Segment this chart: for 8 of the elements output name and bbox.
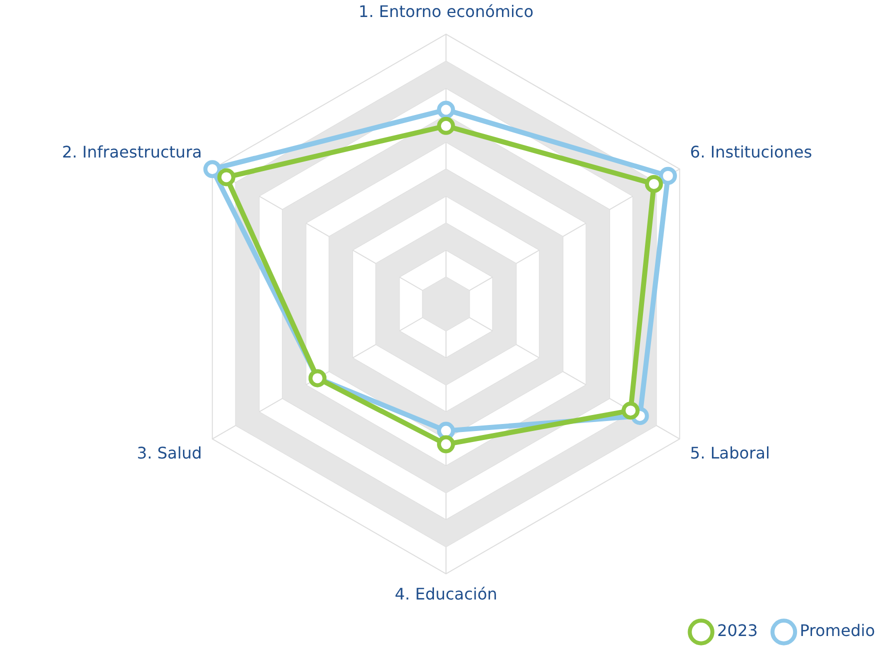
legend-label: 2023 [717, 621, 758, 640]
spoke-label: 5. Laboral [690, 444, 770, 463]
spoke-label: 1. Entorno económico [358, 2, 534, 21]
spoke-label: 3. Salud [136, 444, 202, 463]
spoke-label: 6. Instituciones [690, 142, 812, 162]
spoke-label: 4. Educación [394, 584, 498, 604]
spoke-label: 2. Infraestructura [62, 142, 202, 162]
legend-label: Promedio [800, 621, 875, 640]
